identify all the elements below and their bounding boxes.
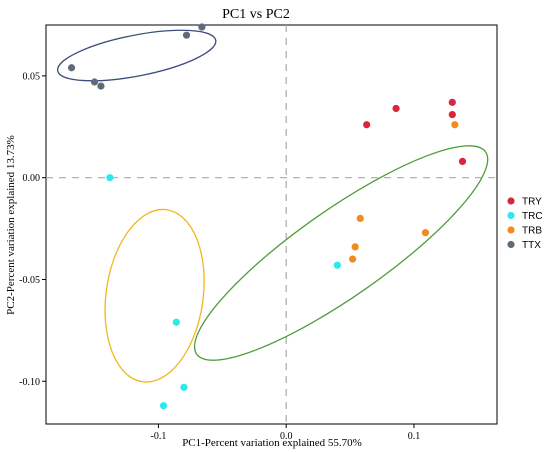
point-trb-4 bbox=[421, 229, 430, 237]
point-ttx-2 bbox=[97, 82, 105, 90]
legend-label-ttx: TTX bbox=[522, 240, 541, 251]
y-axis-label: PC2-Percent variation explained 13.73% bbox=[5, 135, 17, 315]
y-axis-ticks: 0.05 0.00 -0.05 -0.10 bbox=[19, 71, 46, 388]
confidence-ellipse-1 bbox=[104, 208, 205, 383]
legend-label-trb: TRB bbox=[522, 226, 542, 237]
chart-title: PC1 vs PC2 bbox=[222, 7, 290, 22]
x-axis-label: PC1-Percent variation explained 55.70% bbox=[182, 437, 362, 449]
point-ttx-0 bbox=[67, 64, 76, 72]
point-trc-3 bbox=[180, 383, 188, 391]
point-try-2 bbox=[448, 98, 456, 106]
x-tick-label-1: 0.0 bbox=[280, 431, 293, 442]
confidence-ellipse-0 bbox=[56, 29, 217, 82]
y-tick-label-2: -0.05 bbox=[19, 275, 40, 286]
point-try-4 bbox=[458, 157, 467, 165]
legend-marker-trc bbox=[507, 211, 515, 220]
reference-lines bbox=[46, 25, 497, 424]
point-trc-1 bbox=[333, 261, 341, 269]
point-try-0 bbox=[363, 121, 371, 129]
legend-marker-try bbox=[507, 197, 515, 205]
legend-marker-ttx bbox=[507, 240, 515, 249]
point-try-3 bbox=[448, 110, 456, 119]
x-tick-label-0: -0.1 bbox=[151, 431, 167, 442]
point-layer bbox=[67, 23, 467, 410]
point-trc-0 bbox=[106, 174, 114, 182]
legend-label-try: TRY bbox=[522, 197, 542, 208]
y-tick-label-3: -0.10 bbox=[19, 377, 40, 388]
legend-marker-trb bbox=[507, 226, 515, 234]
point-ttx-1 bbox=[90, 78, 99, 86]
x-axis-ticks: -0.1 0.0 0.1 bbox=[151, 424, 421, 442]
point-trc-2 bbox=[172, 318, 180, 326]
x-tick-label-2: 0.1 bbox=[408, 431, 421, 442]
point-trb-2 bbox=[351, 243, 359, 251]
legend-label-trc: TRC bbox=[522, 211, 543, 222]
ellipse-layer bbox=[56, 29, 489, 383]
y-tick-label-1: 0.00 bbox=[23, 173, 41, 184]
point-trb-0 bbox=[451, 121, 459, 129]
y-tick-label-0: 0.05 bbox=[23, 71, 41, 82]
point-trb-3 bbox=[349, 255, 357, 263]
point-trb-1 bbox=[356, 214, 364, 222]
plot-area-frame bbox=[45, 24, 498, 425]
point-ttx-3 bbox=[182, 31, 191, 39]
point-trc-4 bbox=[159, 402, 168, 410]
point-try-1 bbox=[392, 104, 400, 113]
confidence-ellipse-2 bbox=[193, 145, 489, 361]
point-ttx-4 bbox=[198, 23, 206, 31]
legend: TRY TRC TRB TTX bbox=[507, 197, 543, 251]
